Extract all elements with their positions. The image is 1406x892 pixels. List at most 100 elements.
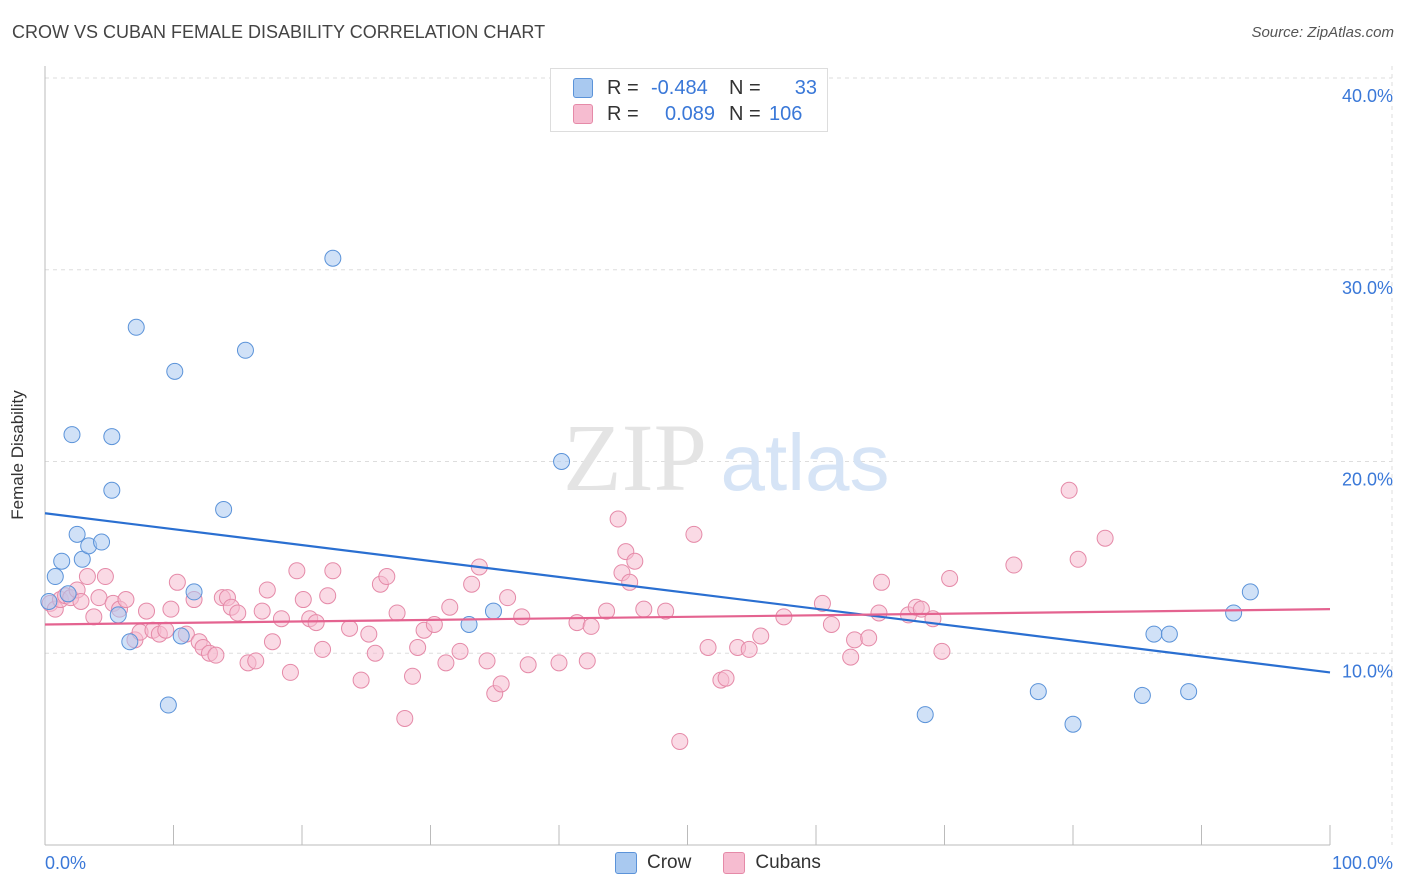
crow-point (103, 428, 121, 446)
crow-point (1133, 686, 1151, 704)
crow-r-label: R = (607, 76, 639, 99)
cubans-point (740, 640, 758, 658)
series-legend: Crow Cubans (615, 852, 853, 874)
crow-point (916, 706, 934, 724)
cubans-point (229, 604, 247, 622)
stats-row-crow: R = -0.484 N = 33 (573, 77, 817, 99)
cubans-point (578, 652, 596, 670)
cubans-point (360, 625, 378, 643)
cubans-point (499, 589, 517, 607)
cubans-point (247, 652, 265, 670)
watermark-atlas: atlas (721, 418, 890, 507)
stats-row-cubans: R = 0.089 N = 106 (573, 103, 809, 125)
crow-point (172, 627, 190, 645)
cubans-point (699, 638, 717, 656)
crow-point (166, 362, 184, 380)
cubans-point (117, 591, 135, 609)
crow-point (324, 249, 342, 267)
cubans-point (437, 654, 455, 672)
crow-point (484, 602, 502, 620)
cubans-trend-line (44, 608, 1331, 626)
crow-point (109, 606, 127, 624)
cubans-point (717, 669, 735, 687)
crow-point (93, 533, 111, 551)
y-axis-label: Female Disability (8, 390, 27, 520)
trend-lines (44, 512, 1331, 674)
cubans-point (1060, 481, 1078, 499)
cubans-r-label: R = (607, 102, 639, 125)
cubans-point (598, 602, 616, 620)
crow-point (63, 426, 81, 444)
crow-point (1160, 625, 1178, 643)
cubans-point (1069, 550, 1087, 568)
legend-cubans-label: Cubans (755, 852, 821, 873)
cubans-point (492, 675, 510, 693)
cubans-point (1096, 529, 1114, 547)
legend-crow-swatch (615, 852, 637, 874)
cubans-point (307, 614, 325, 632)
crow-point (1029, 683, 1047, 701)
crow-point (1180, 683, 1198, 701)
crow-point (236, 341, 254, 359)
cubans-point (366, 644, 384, 662)
crow-point (215, 500, 233, 518)
x-tick-label-min: 0.0% (45, 853, 86, 873)
cubans-point (463, 575, 481, 593)
legend-item-cubans: Cubans (723, 852, 821, 874)
crow-point (103, 481, 121, 499)
cubans-point (258, 581, 276, 599)
cubans-point (96, 568, 114, 586)
cubans-points (41, 481, 1114, 750)
y-tick-label: 10.0% (1342, 661, 1393, 681)
cubans-point (324, 562, 342, 580)
crow-point (40, 592, 58, 610)
cubans-point (319, 587, 337, 605)
cubans-point (873, 573, 891, 591)
y-tick-label: 20.0% (1342, 470, 1393, 490)
cubans-point (409, 638, 427, 656)
cubans-point (168, 573, 186, 591)
crow-point (127, 318, 145, 336)
chart-title: CROW VS CUBAN FEMALE DISABILITY CORRELAT… (12, 22, 546, 42)
crow-point (59, 585, 77, 603)
cubans-point (157, 621, 175, 639)
cubans-n-label: N = (729, 102, 761, 125)
crow-point (1145, 625, 1163, 643)
cubans-point (657, 602, 675, 620)
cubans-point (78, 568, 96, 586)
cubans-point (314, 640, 332, 658)
cubans-point (404, 667, 422, 685)
cubans-point (609, 510, 627, 528)
cubans-point (752, 627, 770, 645)
cubans-point (253, 602, 271, 620)
cubans-swatch (573, 104, 593, 124)
cubans-point (207, 646, 225, 664)
cubans-point (685, 525, 703, 543)
x-tick-label-max: 100.0% (1332, 853, 1393, 873)
cubans-n-value: 106 (769, 102, 803, 125)
cubans-point (870, 604, 888, 622)
crow-point (1225, 604, 1243, 622)
cubans-point (263, 633, 281, 651)
crow-point (121, 633, 139, 651)
cubans-point (396, 709, 414, 727)
cubans-point (582, 617, 600, 635)
cubans-point (621, 573, 639, 591)
cubans-point (478, 652, 496, 670)
legend-cubans-swatch (723, 852, 746, 874)
tick-labels: 10.0% 20.0% 30.0% 40.0% 0.0% 100.0% (45, 86, 1393, 873)
cubans-point (72, 592, 90, 610)
cubans-point (822, 615, 840, 633)
crow-point (553, 453, 571, 470)
cubans-point (294, 591, 312, 609)
cubans-point (813, 594, 831, 612)
cubans-point (451, 642, 469, 660)
cubans-point (378, 568, 396, 586)
crow-n-value: 33 (794, 76, 817, 99)
crow-point (68, 525, 86, 543)
cubans-point (1005, 556, 1023, 574)
cubans-point (626, 552, 644, 570)
cubans-point (550, 654, 568, 672)
cubans-point (846, 631, 864, 649)
